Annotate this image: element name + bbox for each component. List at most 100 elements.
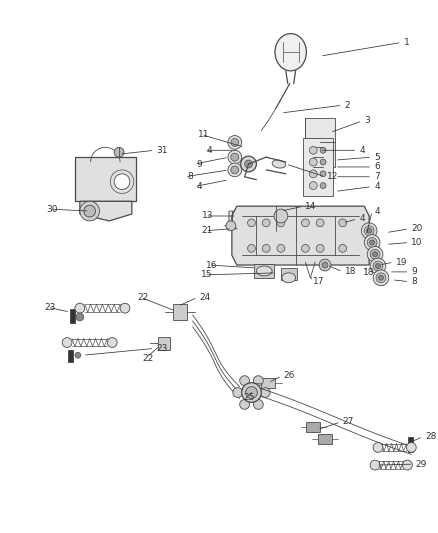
Bar: [70, 309, 75, 323]
Circle shape: [254, 400, 263, 409]
Text: 16: 16: [206, 261, 217, 270]
Circle shape: [364, 235, 380, 251]
Bar: [261, 378, 275, 387]
Text: 23: 23: [156, 344, 168, 353]
Circle shape: [228, 135, 242, 149]
Circle shape: [370, 249, 380, 259]
Circle shape: [370, 240, 374, 245]
Circle shape: [376, 273, 386, 282]
Text: 30: 30: [47, 205, 58, 214]
Circle shape: [75, 303, 85, 313]
Bar: [173, 304, 187, 320]
Text: 27: 27: [343, 417, 354, 426]
Text: 4: 4: [359, 146, 365, 155]
Circle shape: [373, 261, 383, 271]
Text: 15: 15: [201, 270, 212, 279]
Ellipse shape: [256, 266, 272, 276]
Circle shape: [375, 263, 381, 269]
Circle shape: [62, 337, 72, 348]
Circle shape: [274, 209, 288, 223]
Circle shape: [244, 160, 252, 168]
Bar: [158, 337, 170, 350]
Bar: [254, 264, 274, 278]
Text: 8: 8: [187, 172, 193, 181]
Circle shape: [373, 442, 383, 453]
Bar: [75, 157, 136, 201]
Polygon shape: [229, 211, 247, 226]
Circle shape: [378, 276, 383, 280]
Polygon shape: [232, 206, 369, 265]
Text: 21: 21: [202, 226, 213, 235]
Text: 12: 12: [327, 172, 339, 181]
Circle shape: [241, 156, 256, 172]
Circle shape: [367, 228, 371, 233]
Circle shape: [84, 205, 95, 217]
Circle shape: [226, 221, 236, 231]
Text: 18: 18: [345, 268, 356, 277]
Circle shape: [339, 219, 346, 227]
Text: 2: 2: [345, 101, 350, 110]
Text: 18: 18: [363, 269, 374, 277]
Circle shape: [406, 442, 416, 453]
Text: 19: 19: [396, 257, 407, 266]
Circle shape: [262, 245, 270, 252]
Polygon shape: [80, 201, 132, 221]
Circle shape: [277, 219, 285, 227]
Circle shape: [231, 153, 239, 161]
Circle shape: [228, 150, 242, 164]
Text: 25: 25: [244, 393, 255, 402]
Text: 26: 26: [284, 372, 295, 381]
Text: 8: 8: [411, 277, 417, 286]
Polygon shape: [304, 138, 333, 196]
Circle shape: [107, 337, 117, 348]
Text: 1: 1: [403, 38, 409, 47]
Circle shape: [301, 219, 309, 227]
Text: 5: 5: [374, 152, 380, 161]
Circle shape: [320, 183, 326, 189]
Text: 4: 4: [374, 207, 380, 215]
Text: 29: 29: [415, 459, 427, 469]
Text: 4: 4: [374, 182, 380, 191]
Circle shape: [309, 147, 317, 154]
Circle shape: [370, 258, 386, 274]
Text: 4: 4: [359, 214, 365, 223]
Circle shape: [361, 223, 377, 239]
Circle shape: [231, 166, 239, 174]
Circle shape: [301, 245, 309, 252]
Text: 10: 10: [411, 238, 423, 247]
Bar: [318, 434, 332, 443]
Circle shape: [373, 270, 389, 286]
Circle shape: [320, 159, 326, 165]
Ellipse shape: [282, 273, 296, 282]
Text: 28: 28: [425, 432, 436, 441]
Text: 6: 6: [374, 163, 380, 172]
Text: 4: 4: [197, 182, 202, 191]
Circle shape: [114, 174, 130, 190]
Circle shape: [120, 303, 130, 313]
Text: 20: 20: [411, 224, 423, 233]
Circle shape: [80, 201, 99, 221]
Circle shape: [367, 246, 383, 262]
Circle shape: [76, 313, 84, 321]
Circle shape: [254, 376, 263, 385]
Circle shape: [231, 139, 239, 147]
Circle shape: [319, 259, 331, 271]
Circle shape: [370, 460, 380, 470]
Circle shape: [114, 147, 124, 157]
Circle shape: [316, 245, 324, 252]
Circle shape: [240, 400, 250, 409]
Polygon shape: [305, 118, 335, 167]
Circle shape: [240, 376, 250, 385]
Circle shape: [247, 219, 255, 227]
Ellipse shape: [275, 34, 307, 71]
Text: 23: 23: [44, 303, 55, 312]
Circle shape: [260, 387, 270, 398]
Bar: [281, 268, 297, 280]
Circle shape: [364, 226, 374, 236]
Circle shape: [320, 171, 326, 177]
Circle shape: [228, 163, 242, 177]
Bar: [307, 422, 320, 432]
Text: 14: 14: [305, 201, 317, 211]
Circle shape: [233, 387, 243, 398]
Circle shape: [247, 245, 255, 252]
